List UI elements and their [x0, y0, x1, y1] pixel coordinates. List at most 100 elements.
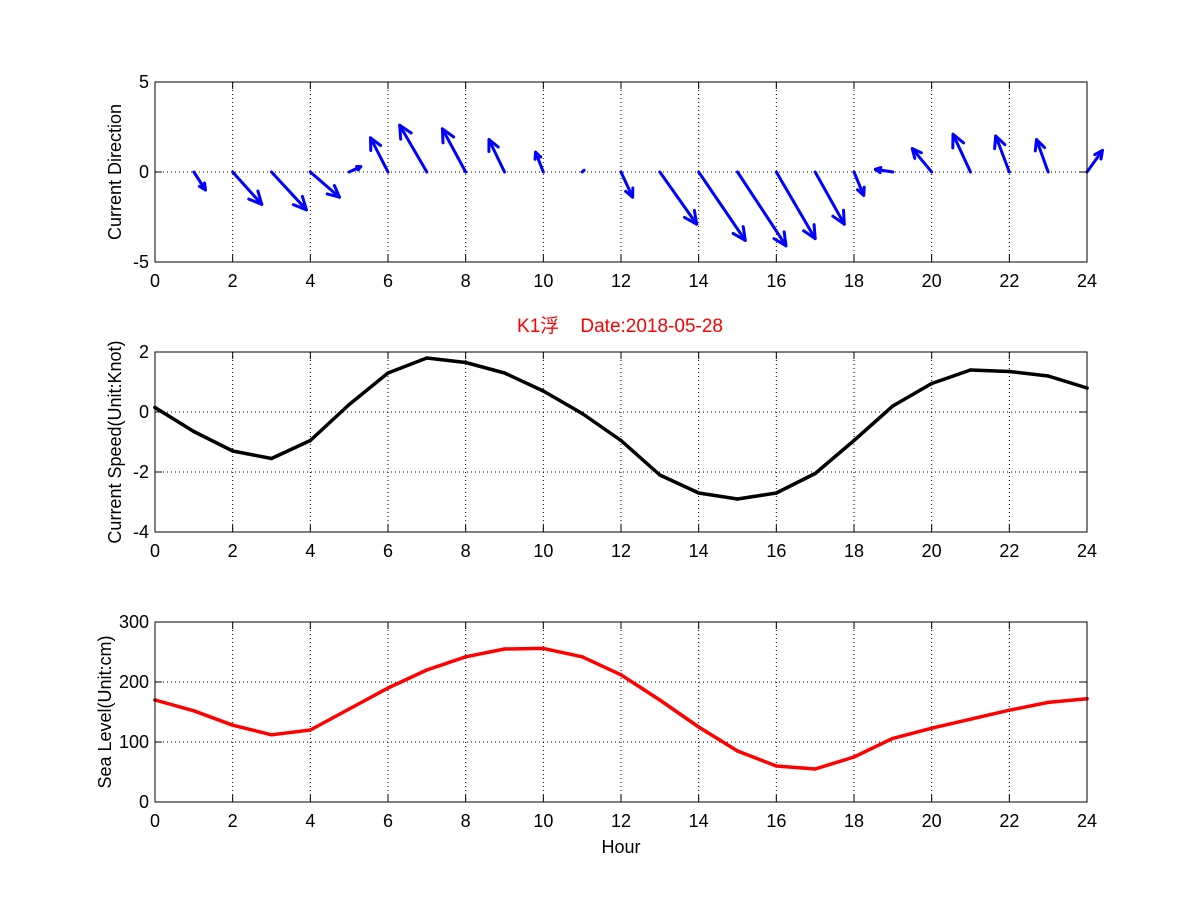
current-speed-y-tick-label: 0 — [139, 402, 149, 422]
current-speed-point — [230, 449, 235, 453]
arrow-head — [291, 194, 308, 212]
current-direction-x-tick-label: 22 — [999, 271, 1019, 291]
arrow-shaft — [1085, 148, 1105, 174]
direction-arrow — [1033, 138, 1050, 174]
current-speed-x-tick-label: 6 — [383, 541, 393, 561]
current-direction-x-tick-label: 18 — [844, 271, 864, 291]
current-direction-y-tick-label: -5 — [133, 252, 149, 272]
sea-level-point — [696, 725, 701, 729]
sea-level-x-tick-label: 14 — [689, 811, 709, 831]
direction-arrow — [951, 132, 972, 174]
direction-arrow — [270, 170, 308, 212]
direction-arrow — [813, 170, 846, 226]
direction-arrow — [231, 170, 264, 206]
current-direction-x-tick-label: 6 — [383, 271, 393, 291]
sea-level-point — [192, 709, 196, 713]
sea-level-point — [735, 749, 740, 753]
direction-arrow — [658, 170, 699, 226]
current-direction-y-tick-label: 5 — [139, 72, 149, 92]
sea-level-x-tick-label: 24 — [1077, 811, 1097, 831]
sea-level-x-tick-label: 6 — [383, 811, 393, 831]
direction-arrow — [533, 150, 545, 174]
current-direction-y-tick-label: 0 — [139, 162, 149, 182]
arrow-shaft — [580, 168, 586, 174]
current-speed-x-tick-label: 18 — [844, 541, 864, 561]
current-speed-x-tick-label: 10 — [533, 541, 553, 561]
direction-arrow — [697, 170, 747, 242]
current-speed-point — [308, 438, 313, 443]
sea-level-plot-area — [155, 622, 1087, 802]
sea-level-point — [580, 655, 584, 659]
arrow-shaft — [270, 170, 308, 212]
current-speed-point — [502, 371, 507, 375]
current-speed-point — [619, 438, 623, 443]
sea-level-y-tick-label: 0 — [139, 792, 149, 812]
direction-arrow — [852, 170, 866, 197]
sea-level-point — [541, 646, 546, 651]
sea-level-point — [502, 647, 507, 651]
sea-level-y-tick-label: 300 — [119, 612, 149, 632]
sea-level-point — [308, 728, 313, 732]
arrow-head — [951, 132, 966, 150]
arrow-head — [731, 225, 747, 242]
current-speed-x-tick-label: 12 — [611, 541, 631, 561]
sea-level-point — [813, 767, 817, 771]
arrow-shaft — [440, 127, 468, 174]
sea-level-x-tick-label: 8 — [461, 811, 471, 831]
current-speed-x-tick-label: 8 — [461, 541, 471, 561]
arrow-shaft — [852, 170, 866, 197]
arrow-head — [1093, 148, 1104, 161]
arrow-shaft — [736, 170, 788, 248]
arrow-head — [197, 181, 207, 192]
sea-level-point — [347, 707, 351, 711]
arrow-head — [533, 150, 543, 161]
current-speed-point — [929, 381, 934, 386]
sea-level-point — [269, 733, 274, 737]
arrow-shaft — [398, 123, 429, 174]
arrow-head — [1033, 138, 1047, 153]
current-speed-point — [541, 389, 546, 393]
arrow-shaft — [951, 132, 972, 174]
sea-level-x-tick-label: 16 — [766, 811, 786, 831]
current-speed-point — [580, 411, 584, 416]
sea-level-point — [852, 755, 856, 759]
arrow-shaft — [658, 170, 699, 226]
current-direction-x-tick-label: 4 — [305, 271, 315, 291]
arrow-shaft — [487, 138, 506, 174]
current-speed-point — [1007, 369, 1012, 374]
current-speed-x-tick-label: 16 — [766, 541, 786, 561]
current-speed-point — [968, 368, 973, 372]
arrow-head — [247, 189, 264, 206]
current-speed-x-tick-label: 4 — [305, 541, 315, 561]
current-direction-x-tick-label: 2 — [228, 271, 238, 291]
current-speed-x-tick-label: 22 — [999, 541, 1019, 561]
current-speed-point — [192, 429, 196, 434]
current-direction-x-tick-label: 24 — [1077, 271, 1097, 291]
direction-arrow — [993, 134, 1011, 174]
arrow-head — [355, 165, 363, 172]
direction-arrow — [487, 138, 506, 174]
sea-level-xlabel: Hour — [601, 837, 640, 857]
current-direction-x-tick-label: 0 — [150, 271, 160, 291]
arrow-head — [873, 166, 883, 175]
current-speed-y-tick-label: -2 — [133, 462, 149, 482]
sea-level-point — [1046, 700, 1050, 705]
current-direction-x-tick-label: 8 — [461, 271, 471, 291]
sea-level-point — [658, 698, 662, 702]
sea-level-point — [968, 717, 973, 721]
sea-level-point — [386, 686, 390, 690]
arrow-shaft — [774, 170, 817, 241]
direction-arrow — [347, 165, 363, 174]
figure-title: K1浮 Date:2018-05-28 — [517, 315, 723, 337]
sea-level-x-tick-label: 4 — [305, 811, 315, 831]
arrow-shaft — [534, 150, 545, 174]
current-speed-point — [1046, 374, 1050, 378]
arrow-shaft — [231, 170, 264, 206]
sea-level-y-tick-label: 100 — [119, 732, 149, 752]
current-speed-point — [891, 404, 895, 408]
current-speed-point — [735, 497, 740, 501]
arrow-shaft — [308, 170, 341, 199]
direction-arrow — [774, 170, 817, 241]
